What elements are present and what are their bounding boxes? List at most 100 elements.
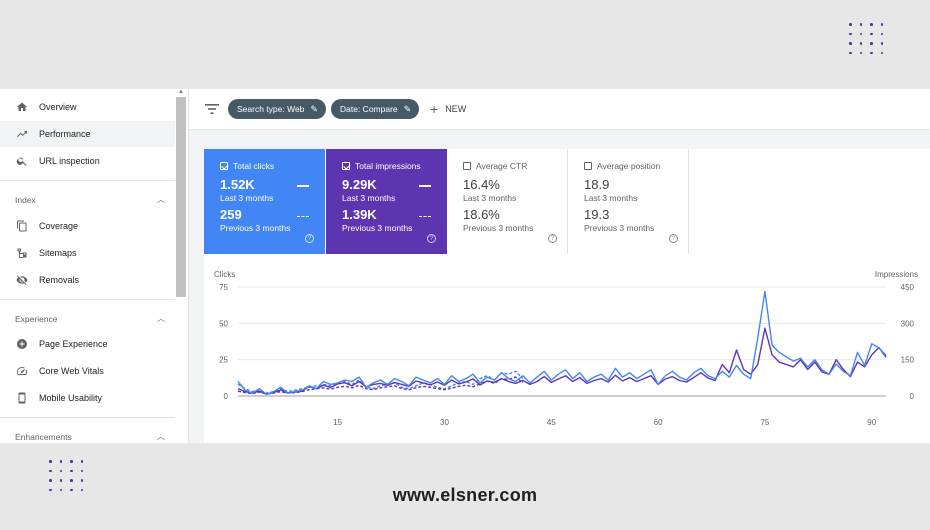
sidebar-section-enhancements[interactable]: Enhancements ︿ bbox=[15, 431, 165, 442]
legend-dashed-line bbox=[297, 216, 309, 217]
decorative-dot bbox=[80, 479, 83, 482]
decorative-dot bbox=[59, 460, 62, 463]
chevron-up-icon: ︿ bbox=[157, 314, 165, 323]
eye-off-icon bbox=[15, 273, 29, 287]
decorative-dot bbox=[880, 23, 883, 26]
sidebar-item-core-web-vitals[interactable]: Core Web Vitals bbox=[0, 358, 175, 384]
plus-icon: + bbox=[430, 101, 439, 117]
metric-label: Average CTR bbox=[476, 161, 528, 171]
checkbox[interactable] bbox=[342, 162, 350, 170]
sidebar-item-sitemaps[interactable]: Sitemaps bbox=[0, 240, 175, 266]
y-right-tick-label: 0 bbox=[910, 392, 915, 401]
section-title: Index bbox=[15, 194, 36, 205]
metric-value-previous: 259 bbox=[220, 207, 242, 222]
filter-toolbar: Search type: Web ✎ Date: Compare ✎ + NEW bbox=[189, 89, 930, 130]
sidebar-item-performance[interactable]: Performance bbox=[0, 121, 175, 147]
decorative-dot-grid bbox=[49, 460, 83, 491]
speed-gauge-icon bbox=[15, 364, 29, 378]
metric-value-previous: 18.6% bbox=[463, 207, 500, 222]
sidebar-scrollbar-thumb[interactable] bbox=[176, 97, 186, 297]
decorative-dot bbox=[849, 42, 852, 45]
decorative-dot bbox=[880, 51, 883, 54]
decorative-dot bbox=[59, 488, 62, 491]
metric-value-previous: 19.3 bbox=[584, 207, 610, 222]
home-icon bbox=[15, 100, 29, 114]
decorative-dot bbox=[80, 488, 83, 491]
sidebar-item-mobile-usability[interactable]: Mobile Usability bbox=[0, 385, 175, 411]
sidebar-item-label: Overview bbox=[39, 102, 77, 112]
y-left-tick-label: 75 bbox=[219, 283, 228, 292]
metric-label: Total clicks bbox=[233, 161, 275, 171]
sidebar-item-url-inspection[interactable]: URL inspection bbox=[0, 148, 175, 174]
section-title: Enhancements bbox=[15, 431, 72, 442]
filter-icon[interactable] bbox=[205, 103, 219, 115]
search-type-chip[interactable]: Search type: Web ✎ bbox=[228, 99, 326, 119]
help-icon[interactable]: ? bbox=[305, 234, 314, 243]
y-right-tick-label: 150 bbox=[901, 356, 915, 365]
sidebar-section-experience[interactable]: Experience ︿ bbox=[15, 313, 165, 324]
chevron-up-icon: ︿ bbox=[157, 195, 165, 204]
metric-period: Last 3 months bbox=[463, 193, 517, 203]
x-tick-label: 75 bbox=[760, 418, 769, 427]
search-icon bbox=[15, 154, 29, 168]
date-chip[interactable]: Date: Compare ✎ bbox=[331, 99, 420, 119]
pencil-icon: ✎ bbox=[310, 103, 318, 114]
x-tick-label: 90 bbox=[867, 418, 876, 427]
help-icon[interactable]: ? bbox=[427, 234, 436, 243]
metric-value: 1.52K bbox=[220, 177, 255, 192]
metric-value: 18.9 bbox=[584, 177, 610, 192]
checkbox[interactable] bbox=[220, 162, 228, 170]
help-icon[interactable]: ? bbox=[548, 234, 557, 243]
series-line-impressions-previous bbox=[237, 376, 524, 395]
sidebar-item-label: Sitemaps bbox=[39, 248, 77, 258]
metric-average-ctr[interactable]: Average CTR 16.4% Last 3 months 18.6% Pr… bbox=[447, 149, 568, 254]
decorative-dot bbox=[70, 488, 73, 491]
metric-period-previous: Previous 3 months bbox=[342, 223, 413, 233]
pencil-icon: ✎ bbox=[403, 103, 412, 114]
sidebar: Overview Performance URL inspection Inde… bbox=[0, 89, 189, 443]
y-right-tick-label: 450 bbox=[901, 283, 915, 292]
decorative-dot bbox=[870, 32, 873, 35]
sidebar-item-label: Core Web Vitals bbox=[39, 366, 104, 376]
decorative-dot bbox=[870, 23, 873, 26]
sitemap-icon bbox=[15, 246, 29, 260]
checkbox[interactable] bbox=[463, 162, 471, 170]
metric-total-clicks[interactable]: Total clicks 1.52K Last 3 months 259 Pre… bbox=[204, 149, 325, 254]
sidebar-item-label: Removals bbox=[39, 275, 80, 285]
chevron-up-icon: ︿ bbox=[157, 432, 165, 441]
metric-average-position[interactable]: Average position 18.9 Last 3 months 19.3… bbox=[568, 149, 689, 254]
decorative-dot bbox=[70, 460, 73, 463]
metric-period: Last 3 months bbox=[220, 193, 274, 203]
decorative-dot bbox=[849, 32, 852, 35]
chip-label: Search type: Web bbox=[237, 104, 305, 114]
decorative-dot bbox=[80, 460, 83, 463]
decorative-dot bbox=[859, 42, 862, 45]
y-left-tick-label: 0 bbox=[224, 392, 229, 401]
decorative-dot bbox=[80, 469, 83, 472]
sidebar-item-coverage[interactable]: Coverage bbox=[0, 213, 175, 239]
checkbox[interactable] bbox=[584, 162, 592, 170]
decorative-dot bbox=[70, 469, 73, 472]
sidebar-divider bbox=[0, 180, 175, 181]
decorative-dot bbox=[849, 23, 852, 26]
trending-up-icon bbox=[15, 127, 29, 141]
metric-period: Last 3 months bbox=[584, 193, 638, 203]
scroll-up-arrow[interactable]: ▲ bbox=[178, 89, 184, 95]
new-filter-button[interactable]: + NEW bbox=[430, 99, 466, 119]
series-line-impressions-last bbox=[237, 327, 887, 395]
metric-period: Last 3 months bbox=[342, 193, 396, 203]
decorative-dot-grid bbox=[849, 23, 883, 54]
sidebar-item-page-experience[interactable]: Page Experience bbox=[0, 331, 175, 357]
metric-total-impressions[interactable]: Total impressions 9.29K Last 3 months 1.… bbox=[326, 149, 447, 254]
sidebar-item-label: Coverage bbox=[39, 221, 79, 231]
y-left-tick-label: 50 bbox=[219, 319, 228, 328]
decorative-dot bbox=[49, 488, 52, 491]
sidebar-item-overview[interactable]: Overview bbox=[0, 94, 175, 120]
sidebar-item-removals[interactable]: Removals bbox=[0, 267, 175, 293]
help-icon[interactable]: ? bbox=[669, 234, 678, 243]
decorative-dot bbox=[880, 42, 883, 45]
sidebar-item-label: URL inspection bbox=[39, 156, 100, 166]
sidebar-section-index[interactable]: Index ︿ bbox=[15, 194, 165, 205]
series-line-clicks-last bbox=[237, 290, 887, 396]
copy-icon bbox=[15, 219, 29, 233]
